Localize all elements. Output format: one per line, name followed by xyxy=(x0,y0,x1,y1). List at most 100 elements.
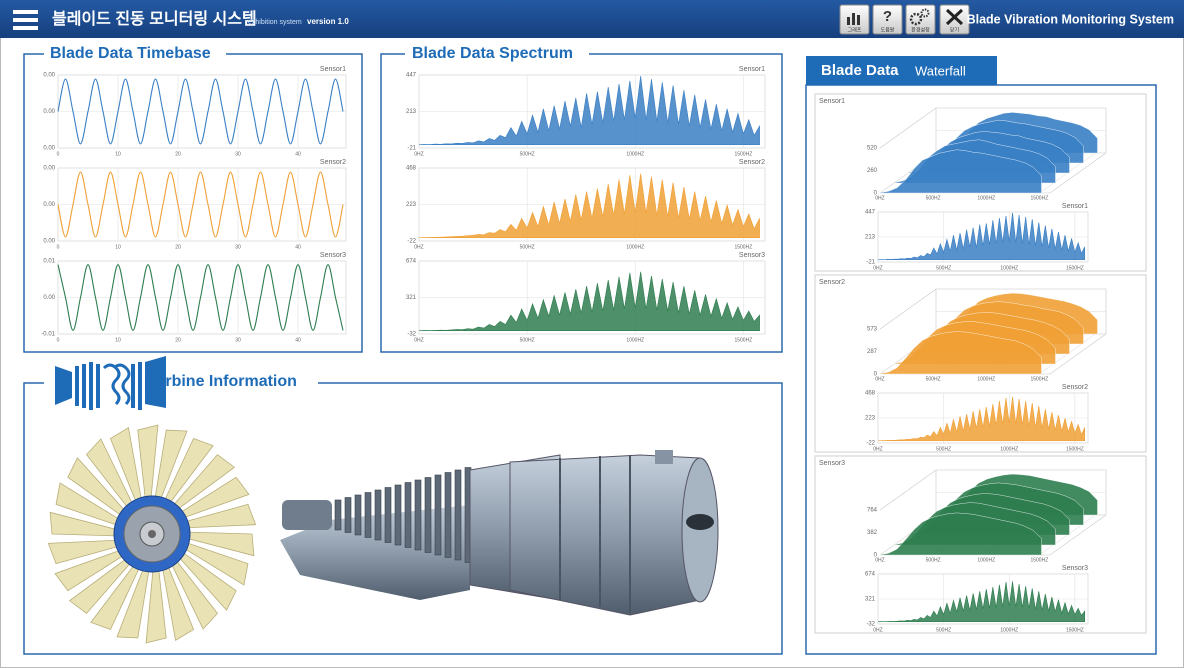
x-tick-label: 0HZ xyxy=(873,446,882,452)
x-tick-label: 1000HZ xyxy=(977,195,995,201)
x-tick-label: 1000HZ xyxy=(1000,627,1018,633)
y-tick-label: 573 xyxy=(867,327,878,333)
x-tick-label: 500HZ xyxy=(926,376,941,382)
waterfall-title: Blade Data xyxy=(821,62,899,79)
y-tick-label: 213 xyxy=(865,235,876,241)
y-tick-label: 213 xyxy=(406,109,417,115)
spectrum-area xyxy=(418,271,760,331)
y-tick-label: 447 xyxy=(406,73,417,79)
x-tick-label: 1500HZ xyxy=(1030,376,1048,382)
x-tick-label: 0 xyxy=(57,244,60,250)
y-tick-label: 321 xyxy=(865,597,876,603)
x-tick-label: 0 xyxy=(57,337,60,343)
x-tick-label: 1500HZ xyxy=(1030,557,1048,563)
x-tick-label: 500HZ xyxy=(936,265,951,271)
x-tick-label: 1500HZ xyxy=(1066,265,1084,271)
x-tick-label: 1500HZ xyxy=(1066,446,1084,452)
app-version: version 1.0 xyxy=(307,17,349,26)
y-tick-label: -0.01 xyxy=(41,332,55,338)
waterfall-tab xyxy=(806,56,997,85)
y-tick-label: 674 xyxy=(406,259,417,265)
spectrum-title: Blade Data Spectrum xyxy=(412,45,573,62)
turbine-disc xyxy=(364,492,372,538)
waterfall-slice xyxy=(879,331,1042,375)
signal-line xyxy=(57,171,344,238)
series-label: Sensor1 xyxy=(739,66,765,73)
series-label: Sensor3 xyxy=(739,252,765,259)
close-button[interactable]: 닫기 xyxy=(939,4,970,35)
x-tick-label: 1500HZ xyxy=(734,151,752,157)
x-tick-label: 500HZ xyxy=(520,151,535,157)
x-tick-label: 0HZ xyxy=(875,195,884,201)
title-gap xyxy=(405,46,589,62)
settings-button[interactable]: 환경설정 xyxy=(905,4,936,35)
series-label: Sensor1 xyxy=(819,98,845,105)
x-tick-label: 1000HZ xyxy=(977,557,995,563)
x-tick-label: 20 xyxy=(175,244,181,250)
series-label: Sensor1 xyxy=(1062,203,1088,210)
menu-button[interactable] xyxy=(13,10,38,30)
button-label: 환경설정 xyxy=(911,26,929,33)
x-tick-label: 1500HZ xyxy=(1066,627,1084,633)
series-label: Sensor3 xyxy=(320,252,346,259)
sensor-box xyxy=(814,274,1147,453)
turbine-disc xyxy=(384,487,392,543)
waterfall-slice xyxy=(879,149,1042,194)
series-label: Sensor2 xyxy=(320,159,346,166)
y-tick-label: -22 xyxy=(407,239,416,245)
y-tick-label: 0.00 xyxy=(43,239,55,245)
y-tick-label: 223 xyxy=(865,416,876,422)
turbine-disc xyxy=(344,497,352,533)
timebase-title: Blade Data Timebase xyxy=(50,45,211,62)
signal-line xyxy=(57,78,344,145)
x-tick-label: 30 xyxy=(235,337,241,343)
x-tick-label: 500HZ xyxy=(926,195,941,201)
x-tick-label: 0HZ xyxy=(873,627,882,633)
x-tick-label: 40 xyxy=(295,244,301,250)
y-tick-label: 764 xyxy=(867,508,878,514)
y-tick-label: 287 xyxy=(867,349,878,355)
help-icon: ? xyxy=(883,8,892,25)
x-tick-label: 10 xyxy=(115,244,121,250)
x-tick-label: 500HZ xyxy=(936,446,951,452)
header-bar xyxy=(0,0,1184,38)
title-gap xyxy=(44,46,226,62)
turbine-disc xyxy=(374,489,382,541)
series-label: Sensor3 xyxy=(1062,565,1088,572)
x-tick-label: 0HZ xyxy=(414,244,423,250)
waterfall-slice xyxy=(879,512,1042,556)
fan-image xyxy=(47,424,257,644)
y-tick-label: 0.00 xyxy=(43,295,55,301)
turbine-disc xyxy=(434,474,442,556)
y-tick-label: 468 xyxy=(406,166,417,172)
x-tick-label: 10 xyxy=(115,151,121,157)
x-tick-label: 1000HZ xyxy=(626,337,644,343)
y-tick-label: 260 xyxy=(867,168,878,174)
turbine-disc xyxy=(394,484,402,546)
spectrum-area xyxy=(877,212,1086,261)
x-tick-label: 0HZ xyxy=(875,557,884,563)
graph-button[interactable]: 그래프 xyxy=(839,4,870,35)
x-tick-label: 500HZ xyxy=(520,337,535,343)
y-tick-label: 0.00 xyxy=(43,166,55,172)
x-tick-label: 1000HZ xyxy=(1000,446,1018,452)
series-label: Sensor3 xyxy=(819,460,845,467)
signal-line xyxy=(57,264,344,331)
turbine-disc xyxy=(424,477,432,553)
app-title: 블레이드 진동 모니터링 시스템 xyxy=(52,9,257,28)
x-tick-label: 1000HZ xyxy=(1000,265,1018,271)
x-tick-label: 20 xyxy=(175,337,181,343)
y-tick-label: 223 xyxy=(406,202,417,208)
y-tick-label: 321 xyxy=(406,295,417,301)
button-label: 닫기 xyxy=(950,26,959,33)
series-label: Sensor2 xyxy=(739,159,765,166)
app-subtitle: exhibition system xyxy=(248,19,302,26)
x-tick-label: 1500HZ xyxy=(734,244,752,250)
y-tick-label: 0.00 xyxy=(43,109,55,115)
spectrum-area xyxy=(418,173,760,239)
waterfall-subtitle: Waterfall xyxy=(915,63,966,78)
x-tick-label: 0HZ xyxy=(414,337,423,343)
x-tick-label: 0HZ xyxy=(875,376,884,382)
help-button[interactable]: ? 도움말 xyxy=(872,4,903,35)
